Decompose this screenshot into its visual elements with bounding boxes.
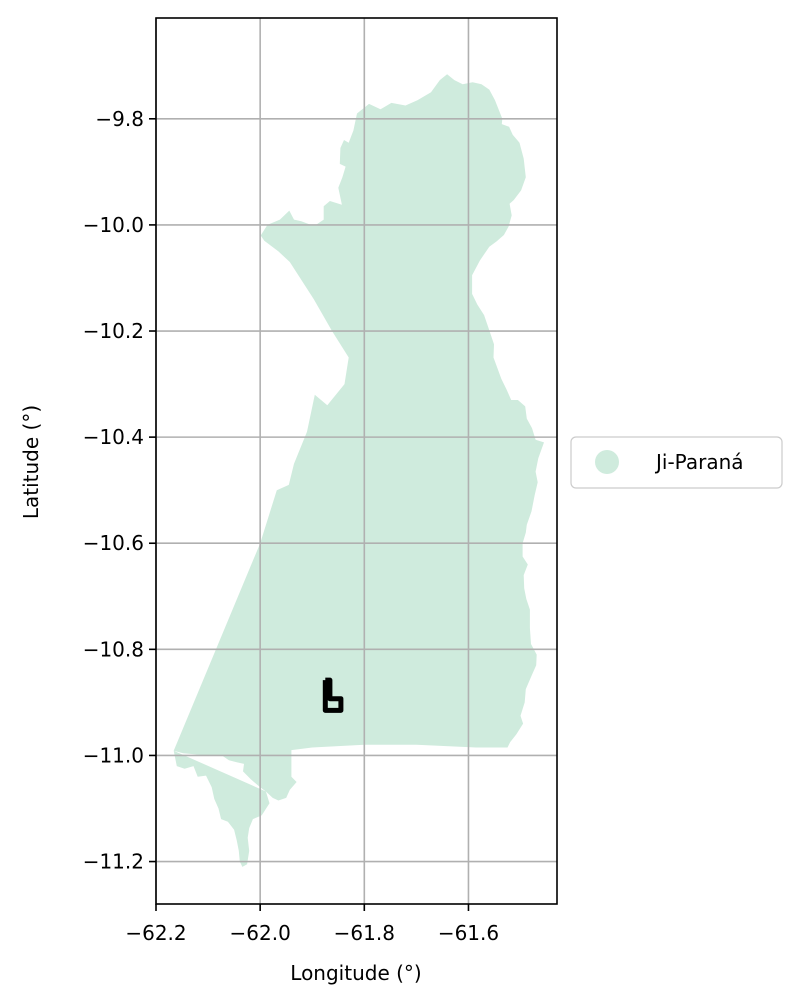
y-tick-label: −10.0 bbox=[83, 213, 144, 237]
legend-box bbox=[570, 436, 783, 489]
x-axis-ticks: −62.2 −62.0 −61.8 −61.6 bbox=[125, 904, 499, 945]
axes-frame bbox=[155, 17, 558, 905]
marker-layer bbox=[322, 677, 344, 713]
x-axis-label: Longitude (°) bbox=[290, 961, 421, 985]
y-tick-label: −9.8 bbox=[95, 107, 144, 131]
x-tick-label: −61.8 bbox=[334, 921, 395, 945]
y-tick-label: −10.4 bbox=[83, 425, 144, 449]
y-tick-label: −11.2 bbox=[83, 850, 144, 874]
legend-swatch bbox=[595, 450, 619, 474]
legend: Ji-Paraná bbox=[570, 436, 783, 489]
axes-border bbox=[155, 17, 558, 905]
y-tick-label: −10.6 bbox=[83, 531, 144, 555]
x-tick-label: −62.0 bbox=[230, 921, 291, 945]
region-layer bbox=[173, 74, 544, 867]
legend-label: Ji-Paraná bbox=[654, 450, 744, 474]
x-tick-label: −61.6 bbox=[438, 921, 499, 945]
y-axis-label: Latitude (°) bbox=[19, 405, 43, 519]
boundary-marker bbox=[322, 677, 344, 713]
region-ji-parana bbox=[173, 74, 544, 867]
y-tick-label: −11.0 bbox=[83, 743, 144, 767]
y-tick-label: −10.8 bbox=[83, 637, 144, 661]
x-tick-label: −62.2 bbox=[125, 921, 186, 945]
y-axis-ticks: −9.8 −10.0 −10.2 −10.4 −10.6 −10.8 −11.0 −11.2 bbox=[83, 107, 156, 874]
y-tick-label: −10.2 bbox=[83, 319, 144, 343]
